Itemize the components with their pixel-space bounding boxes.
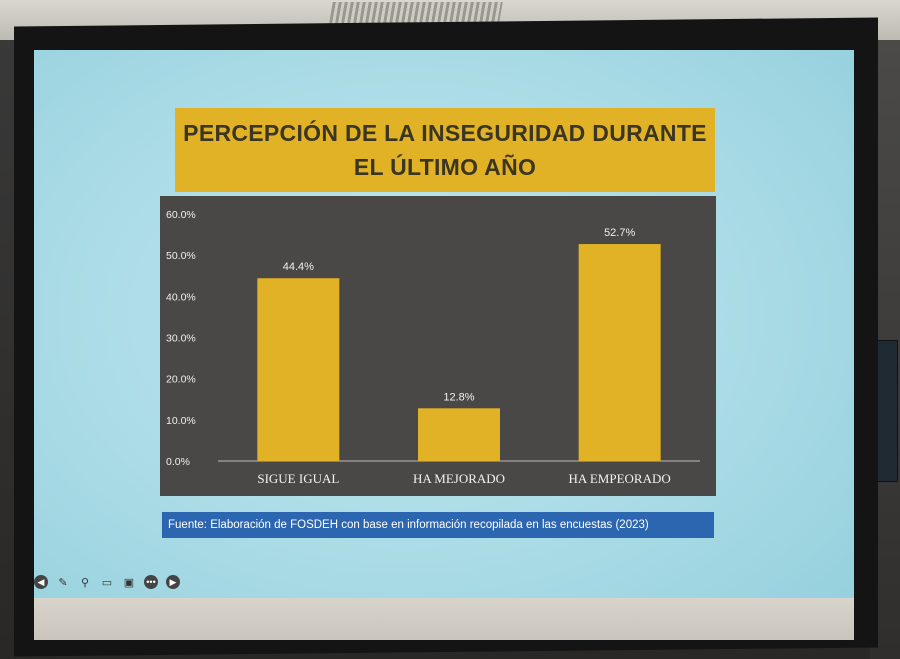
bar-2 bbox=[418, 408, 500, 461]
y-tick-label: 30.0% bbox=[166, 333, 196, 345]
bar-chart: 0.0% 10.0% 20.0% 30.0% 40.0% 50.0% 60.0% 44.4% S… bbox=[160, 196, 716, 496]
y-tick-label: 60.0% bbox=[166, 209, 196, 221]
y-tick-label: 0.0% bbox=[166, 456, 190, 468]
projection-screen: PERCEPCIÓN DE LA INSEGURIDAD DURANTE EL … bbox=[34, 50, 854, 640]
more-icon[interactable]: ••• bbox=[144, 575, 158, 589]
bar-value-label: 12.8% bbox=[443, 391, 474, 403]
y-tick-label: 50.0% bbox=[166, 250, 196, 262]
slide-title-box: PERCEPCIÓN DE LA INSEGURIDAD DURANTE EL … bbox=[175, 108, 715, 192]
slide-title-line-2: EL ÚLTIMO AÑO bbox=[353, 154, 537, 180]
bar-3 bbox=[578, 244, 661, 461]
camera-icon[interactable]: ▣ bbox=[123, 576, 135, 589]
y-tick-label: 10.0% bbox=[166, 415, 196, 427]
slide-title-line-1: PERCEPCIÓN DE LA INSEGURIDAD DURANTE bbox=[183, 120, 707, 146]
bar-value-label: 44.4% bbox=[283, 261, 314, 273]
y-tick-label: 40.0% bbox=[166, 291, 196, 303]
x-category-label: SIGUE IGUAL bbox=[257, 471, 339, 486]
bar-1 bbox=[257, 278, 340, 461]
next-icon[interactable]: ▶ bbox=[166, 575, 180, 589]
previous-icon[interactable]: ◀ bbox=[34, 575, 48, 589]
y-tick-label: 20.0% bbox=[166, 374, 196, 386]
source-text: Fuente: Elaboración de FOSDEH con base e… bbox=[168, 519, 649, 531]
pen-icon[interactable]: ✎ bbox=[58, 576, 68, 589]
presentation-toolbar: ◀ ✎ ⚲ ▭ ▣ ••• ▶ bbox=[34, 574, 180, 590]
x-category-label: HA MEJORADO bbox=[413, 471, 505, 486]
source-box: Fuente: Elaboración de FOSDEH con base e… bbox=[162, 512, 714, 538]
x-category-label: HA EMPEORADO bbox=[569, 471, 671, 486]
wall-panel bbox=[876, 340, 898, 482]
screen-bottom-margin bbox=[34, 598, 854, 640]
zoom-icon[interactable]: ⚲ bbox=[80, 576, 90, 589]
bar-value-label: 52.7% bbox=[604, 227, 635, 239]
bar-chart-svg: 0.0% 10.0% 20.0% 30.0% 40.0% 50.0% 60.0% 44.4% S… bbox=[166, 209, 700, 486]
subtitles-icon[interactable]: ▭ bbox=[101, 576, 113, 589]
